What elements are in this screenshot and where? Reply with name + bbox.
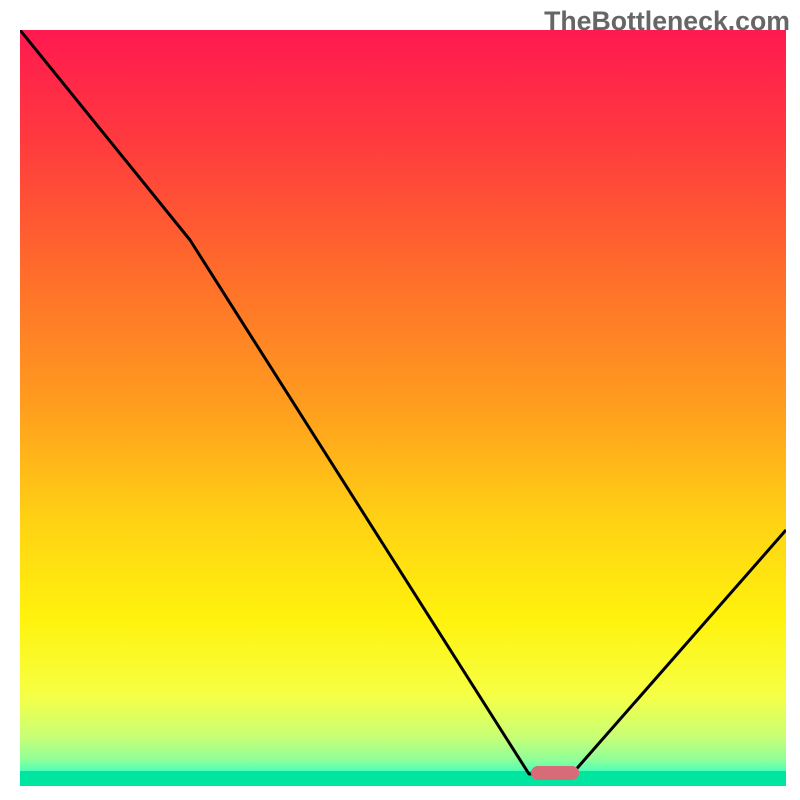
optimal-marker: [531, 766, 579, 780]
gradient-rect: [20, 30, 786, 786]
chart-frame: TheBottleneck.com: [0, 0, 800, 800]
plot-area: [20, 30, 786, 786]
watermark-text: TheBottleneck.com: [544, 6, 790, 37]
gradient-background: [20, 30, 786, 786]
bottom-green-band: [20, 771, 786, 786]
